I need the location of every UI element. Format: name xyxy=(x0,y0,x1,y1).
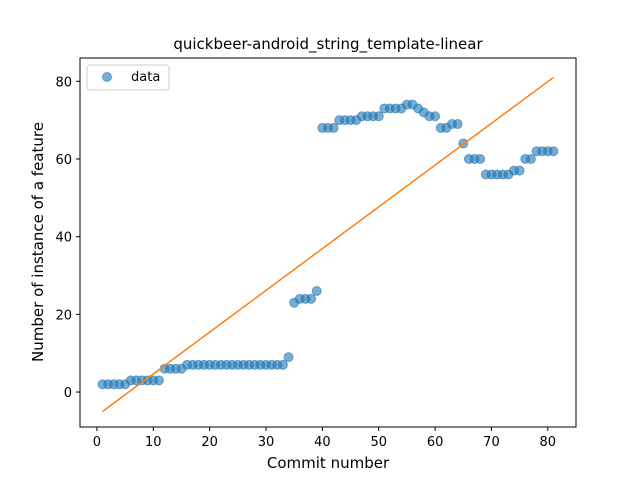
data-point xyxy=(475,153,486,164)
plot-area xyxy=(97,76,559,413)
x-tick-label: 10 xyxy=(145,435,162,450)
x-tick-label: 60 xyxy=(427,435,444,450)
data-point xyxy=(306,293,317,304)
legend-box xyxy=(86,64,170,91)
x-tick-label: 50 xyxy=(370,435,387,450)
y-tick-label: 40 xyxy=(55,231,72,246)
legend-marker-data xyxy=(102,72,112,82)
y-axis: 0 20 40 60 80 xyxy=(55,75,80,401)
data-point xyxy=(328,122,339,133)
x-tick-label: 0 xyxy=(93,435,101,450)
x-tick-label: 80 xyxy=(540,435,557,450)
y-tick-label: 60 xyxy=(55,153,72,168)
data-point xyxy=(373,111,384,122)
legend: data xyxy=(86,64,170,91)
chart-title: quickbeer-android_string_template-linear xyxy=(173,35,483,54)
fit-line xyxy=(102,76,554,413)
data-point xyxy=(311,286,322,297)
data-point xyxy=(525,153,536,164)
x-tick-label: 30 xyxy=(258,435,275,450)
y-tick-label: 0 xyxy=(64,386,72,401)
data-point xyxy=(153,375,164,386)
x-axis-title: Commit number xyxy=(267,454,390,472)
y-axis-title: Number of instance of a feature xyxy=(29,122,47,362)
data-point xyxy=(548,146,559,157)
data-point xyxy=(452,119,463,130)
y-tick-label: 20 xyxy=(55,308,72,323)
x-tick-label: 70 xyxy=(483,435,500,450)
data-point xyxy=(430,111,441,122)
data-point xyxy=(277,359,288,370)
data-point xyxy=(514,165,525,176)
plot-frame xyxy=(79,57,577,428)
x-tick-label: 20 xyxy=(201,435,218,450)
x-tick-label: 40 xyxy=(314,435,331,450)
x-axis: 0 10 20 30 40 50 60 70 80 xyxy=(93,427,556,450)
y-tick-label: 80 xyxy=(55,75,72,90)
data-point xyxy=(283,352,294,363)
legend-label-data: data xyxy=(131,70,160,85)
